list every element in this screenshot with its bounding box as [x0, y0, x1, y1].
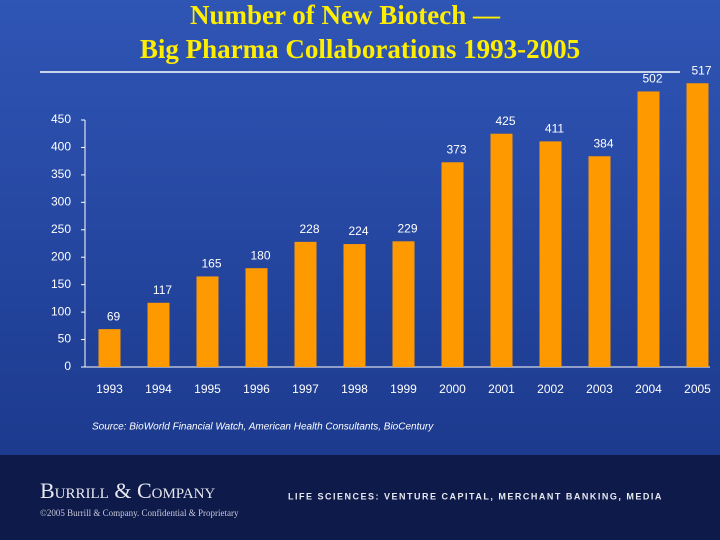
bar: [196, 276, 219, 367]
value-label: 180: [250, 248, 270, 262]
copyright: ©2005 Burrill & Company. Confidential & …: [40, 508, 239, 518]
x-tick-label: 2005: [684, 382, 711, 396]
bar: [490, 133, 513, 367]
y-tick-label: 400: [51, 140, 71, 154]
value-label: 117: [153, 283, 172, 297]
y-tick-label: 450: [51, 112, 71, 126]
y-tick-label: 150: [51, 277, 71, 291]
chart-title: Big Pharma Collaborations 1993-2005: [140, 34, 580, 64]
y-tick-label: 100: [51, 304, 71, 318]
x-tick-label: 2000: [439, 382, 466, 396]
y-tick-label: 250: [51, 222, 71, 236]
x-tick-label: 1997: [292, 382, 319, 396]
value-label: 229: [397, 221, 417, 235]
chart-title: Number of New Biotech —: [190, 0, 501, 30]
x-tick-label: 2004: [635, 382, 662, 396]
value-label: 384: [593, 136, 613, 150]
bar: [441, 162, 464, 367]
company-name: Burrill & Company: [40, 478, 215, 503]
x-tick-label: 2002: [537, 382, 564, 396]
value-label: 165: [201, 257, 221, 271]
bar: [686, 83, 709, 368]
value-label: 502: [642, 72, 662, 86]
x-tick-label: 1998: [341, 382, 368, 396]
bar: [98, 329, 121, 367]
y-tick-label: 200: [51, 249, 71, 263]
x-tick-label: 2003: [586, 382, 613, 396]
x-tick-label: 1999: [390, 382, 417, 396]
value-label: 517: [691, 63, 711, 77]
value-label: 69: [107, 309, 121, 323]
y-tick-label: 300: [51, 195, 71, 209]
source-note: Source: BioWorld Financial Watch, Americ…: [92, 422, 434, 433]
value-label: 224: [348, 224, 368, 238]
footer-band: [0, 455, 720, 540]
bar: [392, 241, 415, 367]
tagline: LIFE SCIENCES: VENTURE CAPITAL, MERCHANT…: [288, 491, 663, 501]
bar: [147, 302, 170, 367]
value-label: 228: [299, 222, 319, 236]
x-tick-label: 1994: [145, 382, 172, 396]
x-tick-label: 2001: [488, 382, 515, 396]
bar: [588, 156, 611, 367]
bar: [637, 91, 660, 368]
value-label: 373: [446, 142, 466, 156]
x-tick-label: 1996: [243, 382, 270, 396]
bar: [343, 244, 366, 367]
bar: [294, 241, 317, 367]
x-tick-label: 1995: [194, 382, 221, 396]
y-tick-label: 350: [51, 167, 71, 181]
y-tick-label: 0: [64, 359, 71, 373]
y-tick-label: 50: [58, 332, 72, 346]
value-label: 411: [545, 122, 564, 136]
bar: [245, 268, 268, 367]
bar: [539, 141, 562, 367]
value-label: 425: [495, 114, 515, 128]
x-tick-label: 1993: [96, 382, 123, 396]
